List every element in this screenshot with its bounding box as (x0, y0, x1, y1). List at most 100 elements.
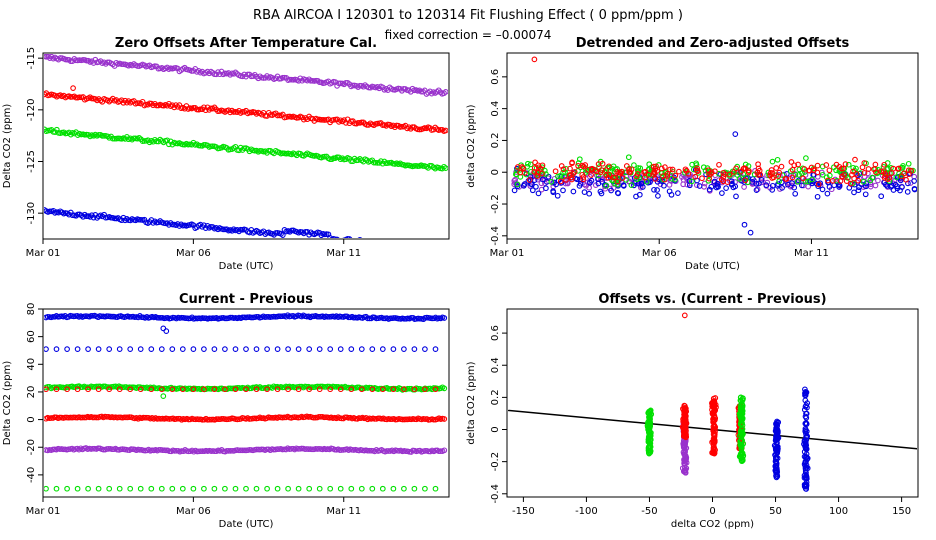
data-point (316, 386, 323, 393)
data-point (85, 346, 91, 352)
x-axis-label: Date (UTC) (219, 261, 274, 272)
data-point (689, 178, 695, 185)
data-point (683, 459, 690, 466)
data-point (774, 471, 780, 477)
data-point (799, 182, 805, 189)
data-point (420, 163, 426, 169)
data-point (802, 386, 808, 393)
data-point (668, 175, 675, 182)
data-point (213, 416, 220, 422)
data-point (731, 169, 737, 175)
data-point (562, 169, 568, 175)
data-point (888, 184, 894, 190)
data-point (898, 173, 905, 180)
data-point (775, 419, 782, 426)
data-point (776, 169, 783, 176)
data-point (614, 168, 621, 175)
data-point (137, 386, 144, 393)
data-point (332, 236, 338, 238)
data-point (512, 176, 519, 183)
data-point (419, 245, 424, 250)
outlier-point (741, 221, 748, 228)
data-point (239, 314, 246, 321)
data-point (681, 467, 688, 474)
data-point (570, 188, 577, 195)
data-point (860, 178, 867, 185)
data-point (232, 346, 239, 352)
data-point (309, 446, 315, 453)
data-point (716, 161, 722, 168)
data-point (571, 169, 578, 175)
data-point (179, 346, 186, 352)
data-point (543, 171, 549, 177)
data-point (127, 346, 134, 352)
data-point (855, 187, 862, 194)
data-point (211, 448, 218, 455)
data-point (527, 161, 534, 168)
data-point (352, 239, 357, 244)
data-point (246, 109, 253, 116)
x-tick-label: 50 (769, 506, 782, 517)
data-point (337, 485, 344, 492)
data-point (53, 386, 60, 393)
data-point (321, 384, 328, 390)
data-point (236, 447, 242, 454)
data-point (603, 182, 610, 189)
data-point (569, 174, 575, 181)
data-point (390, 315, 397, 321)
data-point (699, 175, 705, 182)
data-point (398, 245, 403, 250)
data-point (719, 190, 725, 196)
data-point (317, 383, 324, 390)
data-point (137, 447, 143, 453)
data-point (791, 184, 798, 191)
data-point (201, 315, 208, 322)
data-point (783, 176, 790, 182)
data-point (711, 439, 718, 446)
data-points (44, 54, 448, 250)
data-point (720, 169, 727, 176)
data-point (64, 485, 70, 492)
data-point (543, 185, 549, 192)
data-point (396, 242, 401, 247)
data-point (776, 178, 782, 185)
data-point (724, 179, 731, 185)
data-point (614, 181, 621, 188)
data-point (243, 346, 249, 352)
data-point (576, 156, 583, 163)
data-point (369, 386, 376, 393)
data-point (44, 386, 49, 393)
data-point (285, 346, 291, 352)
data-point (346, 236, 353, 238)
data-point (617, 170, 624, 176)
data-point (588, 166, 595, 173)
x-tick-label: Mar 11 (794, 248, 829, 259)
data-point (539, 176, 546, 183)
data-point (330, 236, 337, 238)
data-point (773, 460, 780, 467)
data-point (911, 185, 917, 192)
data-point (775, 181, 781, 187)
x-tick-label: -50 (641, 506, 657, 517)
data-point (647, 443, 654, 450)
data-point (53, 346, 60, 352)
data-point (514, 181, 521, 188)
data-point (533, 183, 539, 190)
data-point (156, 314, 162, 321)
data-point (681, 408, 688, 415)
x-axis-label: delta CO2 (ppm) (671, 519, 754, 530)
data-point (327, 156, 333, 163)
data-point (694, 167, 700, 174)
data-point (893, 174, 900, 181)
y-tick-label: 0.2 (490, 389, 501, 405)
data-point (90, 384, 96, 390)
data-point (872, 161, 879, 168)
data-point (95, 346, 102, 352)
data-point (550, 188, 556, 194)
data-point (654, 187, 660, 193)
data-point (442, 89, 448, 95)
data-point (437, 448, 444, 454)
data-point (552, 168, 559, 175)
panel-title: Detrended and Zero-adjusted Offsets (576, 36, 850, 51)
data-point (701, 180, 708, 187)
